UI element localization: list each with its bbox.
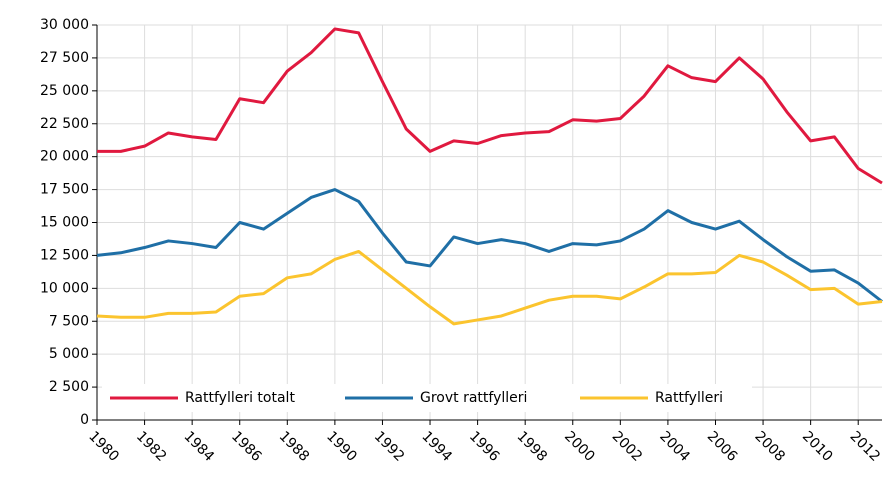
y-tick-label: 20 000 [40,149,89,165]
x-tick-label: 1988 [276,428,313,465]
y-tick-label: 2 500 [49,379,89,395]
x-tick-label: 2008 [751,428,788,465]
y-tick-label: 30 000 [40,17,89,33]
series-line [97,27,883,185]
x-tick-label: 2010 [799,428,836,465]
x-tick-label: 1990 [323,428,360,465]
x-tick-label: 1986 [228,428,265,465]
y-tick-label: 15 000 [40,215,89,231]
y-tick-label: 5 000 [49,346,89,362]
y-tick-label: 22 500 [40,116,89,132]
series-line [96,249,883,326]
legend-label: Rattfylleri [655,390,723,406]
x-tick-label: 1992 [371,428,408,465]
y-tick-label: 0 [80,412,89,428]
x-tick-label: 1998 [514,428,551,465]
y-tick-label: 7 500 [49,313,89,329]
y-tick-label: 25 000 [40,83,89,99]
x-tick-label: 1994 [418,428,455,465]
x-tick-label: 1984 [180,428,217,465]
y-tick-label: 10 000 [40,280,89,296]
x-tick-label: 2012 [847,428,884,465]
x-tick-label: 2004 [656,428,693,465]
x-tick-label: 2000 [561,428,598,465]
x-tick-label: 2006 [704,428,741,465]
x-tick-label: 1982 [133,428,170,465]
legend: Rattfylleri totalt Grovt rattfylleri Rattf… [102,384,752,412]
x-tick-label: 2002 [609,428,646,465]
series-line [96,188,883,303]
y-tick-label: 27 500 [40,50,89,66]
y-tick-label: 17 500 [40,182,89,198]
legend-label: Grovt rattfylleri [420,390,527,406]
y-tick-label: 12 500 [40,247,89,263]
x-tick-label: 1980 [85,428,122,465]
legend-label: Rattfylleri totalt [185,390,295,406]
x-tick-label: 1996 [466,428,503,465]
